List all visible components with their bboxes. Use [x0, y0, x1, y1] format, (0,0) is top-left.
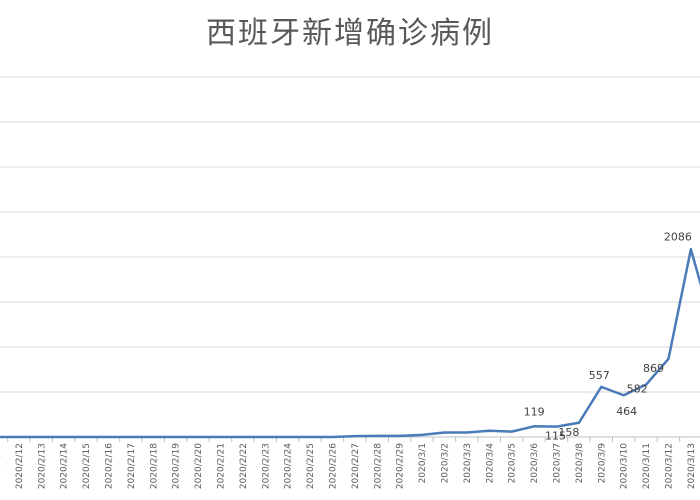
x-tick-label: 2020/3/9 — [597, 443, 607, 484]
x-tick-label: 2020/2/17 — [127, 443, 137, 489]
data-label: 464 — [616, 405, 637, 418]
data-label: 869 — [643, 362, 664, 375]
x-tick-label: 2020/3/2 — [441, 443, 451, 483]
x-tick-labels: 2020/2/11 2020/2/12 2020/2/13 2020/2/14 2020… — [0, 443, 697, 489]
series-line — [0, 248, 700, 439]
gridlines — [0, 76, 700, 393]
data-label: 582 — [627, 383, 648, 396]
x-tick-label: 2020/3/13 — [687, 443, 697, 489]
x-tick-label: 2020/3/11 — [642, 443, 652, 489]
x-tick-label: 2020/2/28 — [373, 443, 383, 489]
x-tick-label: 2020/3/4 — [485, 443, 495, 484]
chart-title: 西班牙新增确诊病例 — [206, 16, 494, 51]
data-label: 557 — [589, 369, 610, 382]
x-tick-label: 2020/3/1 — [418, 443, 428, 483]
data-label: 119 — [524, 405, 545, 418]
x-tick-label: 2020/2/23 — [261, 443, 271, 489]
x-tick-label: 2020/3/12 — [665, 443, 675, 489]
x-tick-label: 2020/2/20 — [194, 443, 204, 489]
x-tick-label: 2020/2/15 — [82, 443, 92, 489]
series — [0, 248, 700, 439]
x-tick-label: 2020/2/22 — [239, 443, 249, 489]
x-tick-label: 2020/2/26 — [329, 443, 339, 489]
x-tick-label: 2020/2/11 — [0, 443, 3, 489]
x-tick-label: 2020/3/5 — [508, 443, 518, 483]
x-tick-label: 2020/2/19 — [172, 443, 182, 489]
x-tick-label: 2020/2/21 — [217, 443, 227, 489]
x-tick-label: 2020/2/13 — [37, 443, 47, 489]
x-tick-label: 2020/3/8 — [575, 443, 585, 484]
x-tick-label: 2020/2/29 — [396, 443, 406, 489]
data-label: 2086 — [664, 230, 692, 243]
x-tick-label: 2020/2/16 — [105, 443, 115, 489]
x-tick-label: 2020/2/24 — [284, 443, 294, 489]
x-tick-label: 2020/2/18 — [149, 443, 159, 489]
x-tick-label: 2020/2/25 — [306, 443, 316, 489]
x-tick-label: 2020/2/12 — [15, 443, 25, 489]
data-label: 158 — [558, 426, 579, 439]
x-tick-label: 2020/2/14 — [60, 443, 70, 489]
x-tick-label: 2020/3/6 — [530, 443, 540, 484]
x-tick-label: 2020/3/10 — [620, 443, 630, 489]
data-label: 115 — [545, 430, 566, 443]
x-tick-label: 2020/3/7 — [553, 443, 563, 483]
x-tick-label: 2020/2/27 — [351, 443, 361, 489]
x-tick-label: 2020/3/3 — [463, 443, 473, 483]
